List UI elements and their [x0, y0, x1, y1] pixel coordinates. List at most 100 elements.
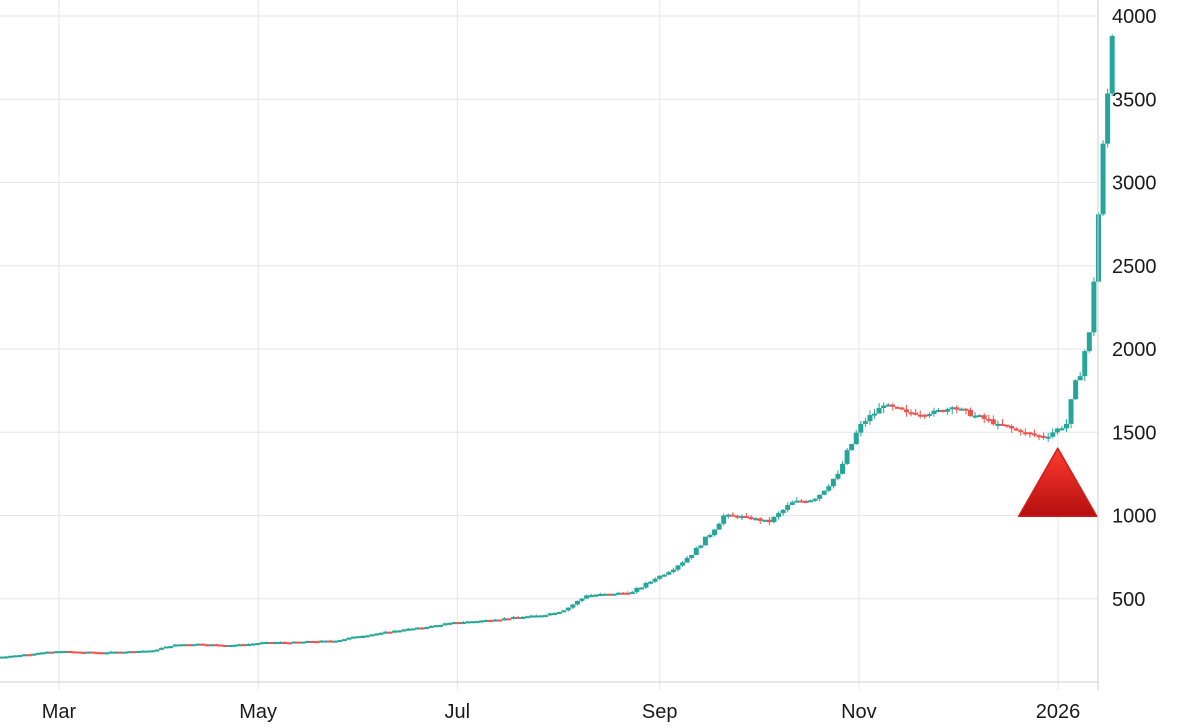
candle-body — [570, 604, 576, 608]
candle-body — [1050, 432, 1056, 437]
y-tick-label: 500 — [1112, 589, 1145, 611]
candle-body — [177, 644, 183, 647]
candle-body — [0, 656, 5, 659]
candle-body — [328, 640, 334, 643]
candle-body — [35, 652, 41, 655]
candle-body — [561, 610, 567, 613]
candle-body — [497, 619, 503, 622]
candle-body — [1105, 93, 1111, 144]
candle-body — [213, 644, 219, 647]
candle-body — [501, 618, 507, 621]
candle-body — [296, 641, 302, 644]
candle-body — [254, 643, 260, 646]
candle-body — [364, 635, 370, 638]
candle-body — [542, 615, 548, 618]
candle-body — [309, 640, 315, 643]
candle-body — [104, 652, 110, 655]
candle-body — [849, 444, 855, 451]
candle-body — [44, 651, 50, 654]
candle-body — [341, 639, 347, 642]
candle-body — [218, 644, 224, 647]
candle-body — [369, 634, 375, 637]
candle-body — [1027, 432, 1033, 435]
candle-body — [657, 575, 663, 579]
candle-body — [232, 644, 238, 647]
candle-body — [510, 616, 516, 619]
candle-body — [524, 616, 530, 619]
candle-body — [579, 598, 585, 601]
candle-body — [483, 620, 489, 623]
candle-body — [99, 652, 105, 655]
candle-body — [734, 515, 740, 518]
x-tick-label: Jul — [445, 701, 471, 723]
candle-body — [963, 408, 969, 411]
y-tick-label: 1000 — [1112, 506, 1157, 528]
candle-body — [209, 644, 215, 647]
candle-body — [1068, 399, 1074, 424]
candle-body — [652, 578, 658, 582]
candle-body — [131, 651, 137, 654]
candle-body — [1100, 143, 1106, 215]
y-tick-label: 1500 — [1112, 422, 1157, 444]
candle-body — [712, 529, 718, 536]
candle-body — [259, 642, 265, 645]
candle-body — [597, 594, 603, 597]
candle-body — [460, 622, 466, 625]
candle-body — [803, 500, 809, 503]
candle-body — [419, 627, 425, 630]
candle-body — [785, 504, 791, 510]
candle-body — [26, 654, 32, 657]
candle-body — [1073, 380, 1079, 400]
candle-body — [378, 632, 384, 635]
series-layer — [0, 34, 1115, 659]
candle-body — [725, 514, 731, 517]
candle-body — [1063, 423, 1069, 429]
candle-body — [588, 595, 594, 598]
candle-body — [954, 407, 960, 410]
candle-body — [680, 562, 686, 566]
candle-body — [204, 644, 210, 647]
candle-body — [995, 423, 1001, 426]
candle-body — [90, 651, 96, 654]
candle-body — [122, 651, 128, 654]
candle-body — [506, 618, 512, 621]
candle-body — [1036, 435, 1042, 438]
candle-body — [286, 642, 292, 645]
candle-body — [67, 650, 73, 653]
candle-body — [830, 478, 836, 487]
candle-body — [117, 651, 123, 654]
candle-body — [867, 415, 873, 422]
candle-body — [1013, 428, 1019, 431]
candle-body — [227, 645, 233, 648]
candle-body — [31, 653, 37, 656]
candle-body — [264, 642, 270, 645]
candle-body — [794, 500, 800, 503]
candle-body — [858, 423, 864, 433]
candle-body — [968, 409, 974, 417]
candle-body — [739, 516, 745, 519]
candle-body — [1004, 424, 1010, 427]
candle-body — [273, 642, 279, 645]
grid-layer — [0, 0, 1098, 690]
candle-body — [387, 631, 393, 634]
candle-body — [702, 536, 708, 546]
candle-body — [21, 654, 27, 657]
candle-body — [200, 643, 206, 646]
candle-body — [812, 498, 818, 501]
candle-body — [602, 593, 608, 596]
candle-body — [771, 516, 777, 523]
candle-body — [684, 557, 690, 563]
candle-body — [140, 650, 146, 653]
candle-body — [958, 408, 964, 411]
candle-body — [40, 652, 46, 655]
candle-body — [355, 636, 361, 639]
candle-body — [520, 616, 526, 619]
red-triangle-up-icon — [1017, 447, 1098, 517]
candle-body — [634, 588, 640, 593]
candle-body — [163, 646, 169, 649]
candle-body — [798, 500, 804, 503]
candle-body — [136, 650, 142, 653]
candle-body — [776, 513, 782, 517]
candle-body — [3, 656, 9, 659]
